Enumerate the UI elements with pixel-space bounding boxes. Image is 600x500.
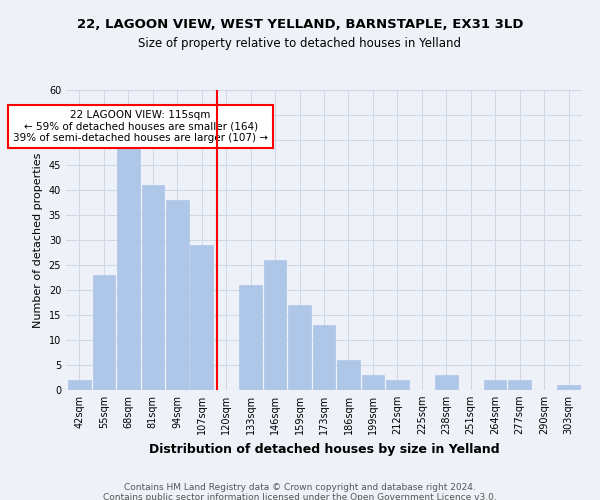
Text: 22 LAGOON VIEW: 115sqm
← 59% of detached houses are smaller (164)
39% of semi-de: 22 LAGOON VIEW: 115sqm ← 59% of detached… bbox=[13, 110, 268, 143]
Bar bbox=[313, 325, 335, 390]
Bar bbox=[386, 380, 409, 390]
Text: Contains HM Land Registry data © Crown copyright and database right 2024.: Contains HM Land Registry data © Crown c… bbox=[124, 482, 476, 492]
Bar bbox=[142, 185, 164, 390]
Bar bbox=[337, 360, 360, 390]
Text: 22, LAGOON VIEW, WEST YELLAND, BARNSTAPLE, EX31 3LD: 22, LAGOON VIEW, WEST YELLAND, BARNSTAPL… bbox=[77, 18, 523, 30]
Bar bbox=[92, 275, 115, 390]
Bar bbox=[239, 285, 262, 390]
Bar bbox=[166, 200, 188, 390]
Bar bbox=[288, 305, 311, 390]
Y-axis label: Number of detached properties: Number of detached properties bbox=[33, 152, 43, 328]
Bar bbox=[264, 260, 286, 390]
Bar bbox=[508, 380, 531, 390]
Bar bbox=[68, 380, 91, 390]
Bar bbox=[190, 245, 213, 390]
Bar bbox=[435, 375, 458, 390]
Text: Size of property relative to detached houses in Yelland: Size of property relative to detached ho… bbox=[139, 38, 461, 51]
Text: Contains public sector information licensed under the Open Government Licence v3: Contains public sector information licen… bbox=[103, 492, 497, 500]
X-axis label: Distribution of detached houses by size in Yelland: Distribution of detached houses by size … bbox=[149, 442, 499, 456]
Bar bbox=[484, 380, 506, 390]
Bar bbox=[117, 145, 140, 390]
Bar bbox=[362, 375, 384, 390]
Bar bbox=[557, 385, 580, 390]
